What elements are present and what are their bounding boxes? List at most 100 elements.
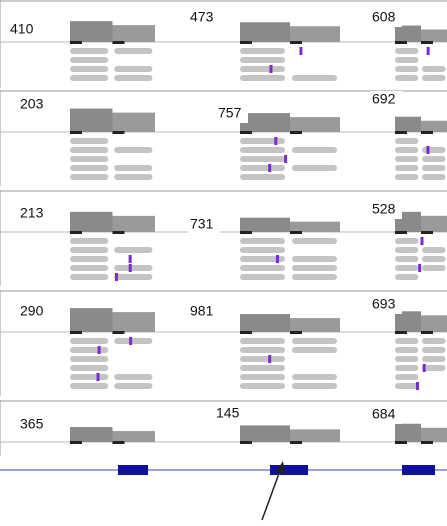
read — [395, 138, 418, 144]
mismatch — [284, 155, 287, 163]
read — [395, 383, 418, 389]
read — [70, 138, 108, 144]
read-end — [290, 131, 302, 134]
coverage-count: 757 — [218, 105, 242, 121]
read — [395, 365, 418, 371]
read-end — [70, 331, 82, 334]
read — [395, 147, 418, 153]
read — [422, 256, 445, 262]
read — [70, 156, 108, 162]
read-end — [70, 441, 82, 444]
read — [422, 265, 445, 271]
read — [240, 365, 285, 371]
read — [395, 165, 418, 171]
exon — [270, 465, 308, 475]
read — [70, 174, 108, 180]
read — [292, 347, 337, 353]
read — [240, 265, 285, 271]
coverage — [395, 311, 421, 332]
read — [292, 238, 337, 244]
read — [70, 265, 108, 271]
read — [395, 356, 418, 362]
read-end — [113, 331, 125, 334]
read — [114, 66, 152, 72]
read — [240, 347, 285, 353]
read — [114, 48, 152, 54]
read-end — [240, 331, 252, 334]
read — [240, 383, 285, 389]
read-end — [421, 441, 433, 444]
read-end — [395, 231, 407, 234]
read-end — [70, 131, 82, 134]
read-end — [70, 231, 82, 234]
read — [114, 165, 152, 171]
read — [240, 374, 285, 380]
read — [422, 174, 445, 180]
read-end — [240, 41, 252, 44]
read — [292, 338, 337, 344]
read — [292, 265, 337, 271]
read — [395, 75, 418, 81]
read — [395, 265, 418, 271]
read — [114, 147, 152, 153]
coverage — [290, 429, 340, 442]
read — [70, 75, 108, 81]
read — [114, 174, 152, 180]
coverage — [240, 314, 290, 332]
read — [422, 247, 445, 253]
read — [240, 147, 285, 153]
coverage — [70, 427, 113, 442]
read-end — [113, 131, 125, 134]
read — [395, 156, 418, 162]
read — [422, 156, 445, 162]
read — [395, 66, 418, 72]
read — [292, 383, 337, 389]
coverage — [421, 216, 447, 232]
read-end — [421, 131, 433, 134]
coverage — [70, 109, 113, 132]
read — [70, 66, 108, 72]
coverage — [290, 26, 340, 42]
read — [70, 48, 108, 54]
read — [70, 274, 108, 280]
read — [292, 147, 337, 153]
background — [0, 0, 447, 526]
coverage — [240, 22, 290, 42]
mismatch — [129, 255, 132, 263]
read — [114, 338, 152, 344]
read — [292, 274, 337, 280]
read-end — [395, 441, 407, 444]
read — [114, 247, 152, 253]
read — [395, 338, 418, 344]
mismatch — [427, 47, 430, 55]
coverage-count: 213 — [20, 205, 44, 221]
read — [70, 238, 108, 244]
coverage — [421, 315, 447, 332]
coverage — [70, 212, 113, 232]
mismatch — [269, 65, 272, 73]
read — [240, 75, 285, 81]
mismatch — [129, 264, 132, 272]
coverage-count: 608 — [372, 9, 396, 25]
mismatch — [420, 237, 423, 245]
read-end — [421, 41, 433, 44]
read — [395, 238, 418, 244]
read — [70, 256, 108, 262]
read — [70, 57, 108, 63]
read — [240, 165, 285, 171]
read-end — [113, 441, 125, 444]
coverage — [395, 424, 421, 442]
read-end — [395, 331, 407, 334]
mismatch — [274, 137, 277, 145]
read — [70, 247, 108, 253]
mismatch — [98, 346, 101, 354]
coverage-count: 365 — [20, 416, 44, 432]
read — [240, 338, 285, 344]
coverage-count: 410 — [10, 21, 34, 37]
read — [240, 356, 285, 362]
page: 4104736082037576922137315282909816933651… — [0, 0, 447, 526]
read — [240, 66, 285, 72]
mismatch — [115, 273, 118, 281]
coverage-count: 981 — [190, 303, 214, 319]
read — [70, 147, 108, 153]
